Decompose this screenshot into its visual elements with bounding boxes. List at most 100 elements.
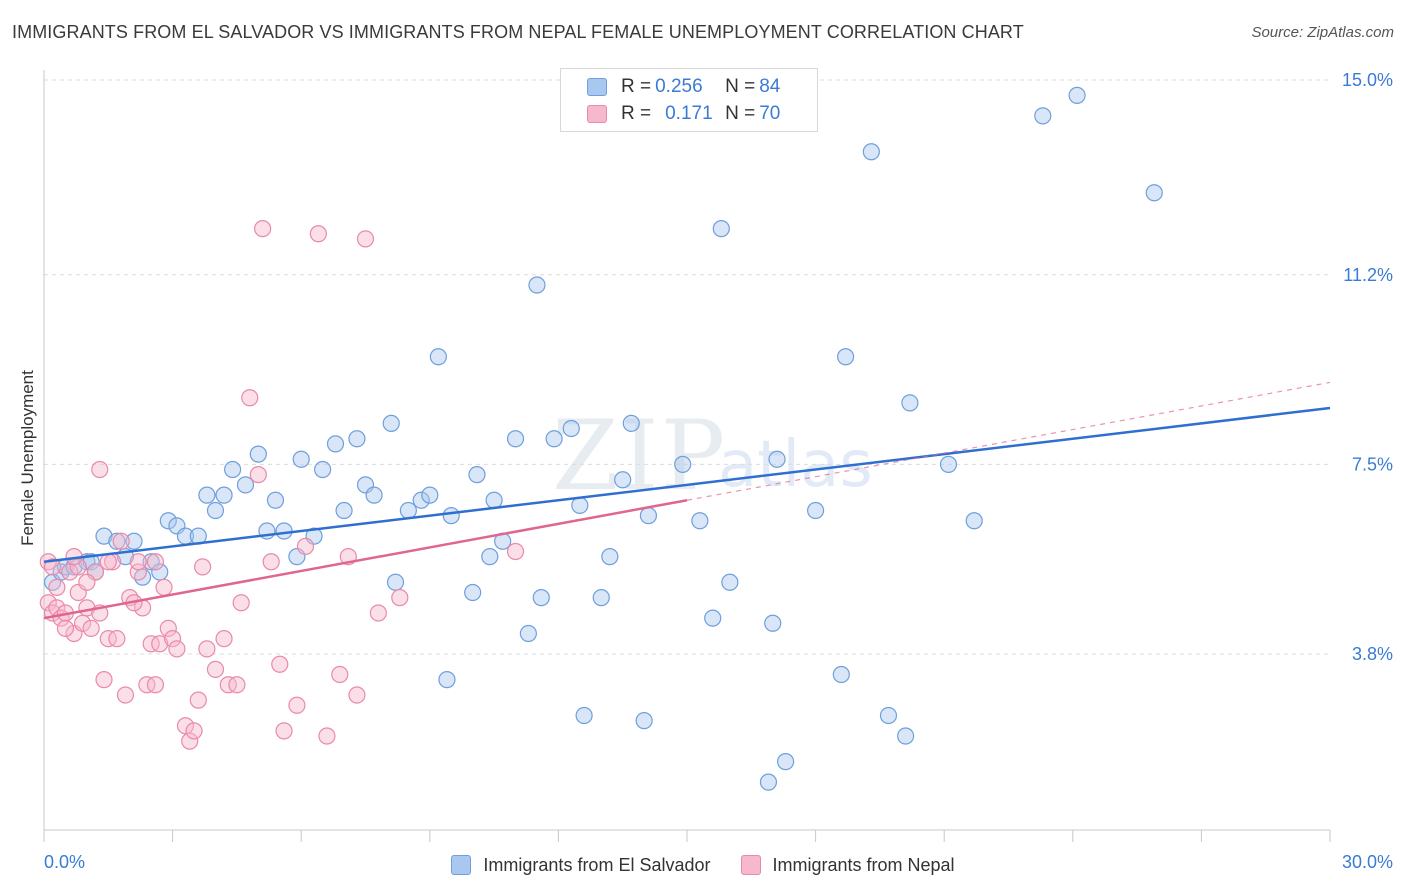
el-salvador-point bbox=[776, 753, 795, 771]
el-salvador-point bbox=[674, 455, 692, 473]
el-salvador-point bbox=[704, 609, 722, 627]
nepal-point bbox=[271, 655, 289, 673]
nepal-point bbox=[155, 578, 173, 596]
el-salvador-point bbox=[1145, 184, 1163, 202]
nepal-point bbox=[56, 619, 75, 637]
nepal-point bbox=[108, 630, 126, 648]
series-legend: Immigrants from El Salvador Immigrants f… bbox=[0, 852, 1406, 878]
el-salvador-point bbox=[712, 220, 730, 238]
nepal-point bbox=[288, 696, 306, 714]
el-salvador-point bbox=[468, 466, 486, 484]
nepal-point bbox=[164, 630, 182, 648]
el-salvador-point bbox=[532, 589, 550, 607]
series-legend-el-salvador: Immigrants from El Salvador bbox=[451, 852, 711, 878]
el-salvador-point bbox=[764, 614, 782, 632]
el-salvador-point bbox=[571, 496, 589, 514]
y-tick-label: 15.0% bbox=[1342, 70, 1393, 90]
legend-n-label: N = bbox=[725, 76, 756, 97]
nepal-point bbox=[296, 537, 315, 555]
legend-r-value: 0.256 bbox=[655, 76, 703, 97]
el-salvador-point bbox=[592, 589, 610, 607]
el-salvador-point bbox=[614, 471, 632, 489]
nepal-trend-line bbox=[43, 499, 688, 620]
y-tick-label: 7.5% bbox=[1352, 454, 1393, 474]
chart-title: IMMIGRANTS FROM EL SALVADOR VS IMMIGRANT… bbox=[12, 22, 1024, 42]
el-salvador-point bbox=[382, 414, 400, 432]
nepal-point bbox=[99, 553, 117, 571]
el-salvador-point bbox=[249, 445, 267, 463]
nepal-point bbox=[129, 553, 147, 571]
nepal-point bbox=[391, 589, 409, 607]
el-salvador-point bbox=[95, 527, 113, 545]
el-salvador-point bbox=[125, 532, 143, 550]
el-salvador-point bbox=[545, 430, 563, 448]
el-salvador-point bbox=[506, 430, 525, 448]
source-credit: Source: ZipAtlas.com bbox=[1251, 24, 1394, 41]
nepal-point bbox=[95, 671, 113, 689]
el-salvador-point bbox=[326, 435, 345, 453]
el-salvador-point bbox=[464, 583, 482, 602]
el-salvador-point bbox=[897, 727, 915, 745]
el-salvador-point bbox=[442, 507, 460, 525]
series-legend-label: Immigrants from Nepal bbox=[772, 854, 955, 875]
legend-swatch-pink bbox=[740, 855, 761, 875]
nepal-point bbox=[249, 466, 267, 484]
x-tick-label-min: 0.0% bbox=[44, 852, 86, 872]
nepal-point bbox=[146, 553, 165, 571]
nepal-point bbox=[159, 619, 177, 637]
nepal-point bbox=[215, 630, 233, 648]
el-salvador-point bbox=[348, 430, 366, 448]
legend-swatch-pink bbox=[587, 105, 607, 123]
legend-r-label: R = bbox=[621, 76, 652, 97]
nepal-point bbox=[48, 578, 66, 596]
nepal-point bbox=[116, 686, 135, 704]
series-legend-nepal: Immigrants from Nepal bbox=[740, 852, 955, 878]
nepal-point bbox=[331, 665, 349, 684]
nepal-point bbox=[181, 732, 199, 750]
watermark-zip: ZIP bbox=[552, 400, 728, 512]
el-salvador-point bbox=[519, 624, 537, 643]
el-salvador-point bbox=[832, 665, 850, 684]
el-salvador-point bbox=[759, 773, 778, 791]
legend-n-value: 84 bbox=[759, 76, 781, 97]
el-salvador-point bbox=[236, 476, 255, 494]
el-salvador-point bbox=[528, 276, 546, 294]
legend-n-value: 70 bbox=[759, 103, 781, 124]
el-salvador-point bbox=[335, 501, 353, 520]
el-salvador-point bbox=[224, 460, 242, 479]
nepal-point bbox=[185, 722, 203, 740]
nepal-point bbox=[112, 532, 130, 550]
el-salvador-point bbox=[1034, 107, 1052, 125]
nepal-point bbox=[146, 676, 165, 694]
legend-row-el-salvador: R = 0.256 N = 84 bbox=[587, 74, 780, 100]
legend-r-label: R = bbox=[621, 103, 652, 124]
el-salvador-point bbox=[292, 450, 310, 468]
el-salvador-point bbox=[421, 486, 439, 504]
el-salvador-point bbox=[386, 573, 405, 591]
el-salvador-point bbox=[862, 143, 880, 161]
el-salvador-point bbox=[159, 512, 177, 530]
nepal-point bbox=[506, 542, 525, 561]
el-salvador-point bbox=[412, 491, 430, 509]
legend-swatch-blue bbox=[587, 78, 607, 96]
nepal-point bbox=[151, 635, 169, 653]
el-salvador-point bbox=[206, 501, 225, 520]
legend-swatch-blue bbox=[451, 855, 472, 875]
el-salvador-point bbox=[837, 348, 855, 366]
el-salvador-point bbox=[575, 706, 593, 725]
el-salvador-point bbox=[879, 706, 898, 725]
legend-n-label: N = bbox=[725, 103, 756, 124]
y-tick-label: 3.8% bbox=[1352, 644, 1393, 664]
el-salvador-point bbox=[481, 548, 499, 566]
legend-row-nepal: R = 0.171 N = 70 bbox=[587, 101, 780, 127]
nepal-point bbox=[348, 686, 366, 704]
nepal-point bbox=[309, 225, 327, 243]
el-salvador-point bbox=[721, 573, 739, 591]
el-salvador-trend-line bbox=[43, 406, 1331, 563]
el-salvador-point bbox=[601, 548, 619, 566]
nepal-point bbox=[241, 389, 259, 407]
nepal-point bbox=[275, 722, 293, 740]
nepal-point bbox=[82, 619, 100, 637]
correlation-legend: R = 0.256 N = 84 R = 0.171 N = 70 bbox=[560, 68, 818, 132]
